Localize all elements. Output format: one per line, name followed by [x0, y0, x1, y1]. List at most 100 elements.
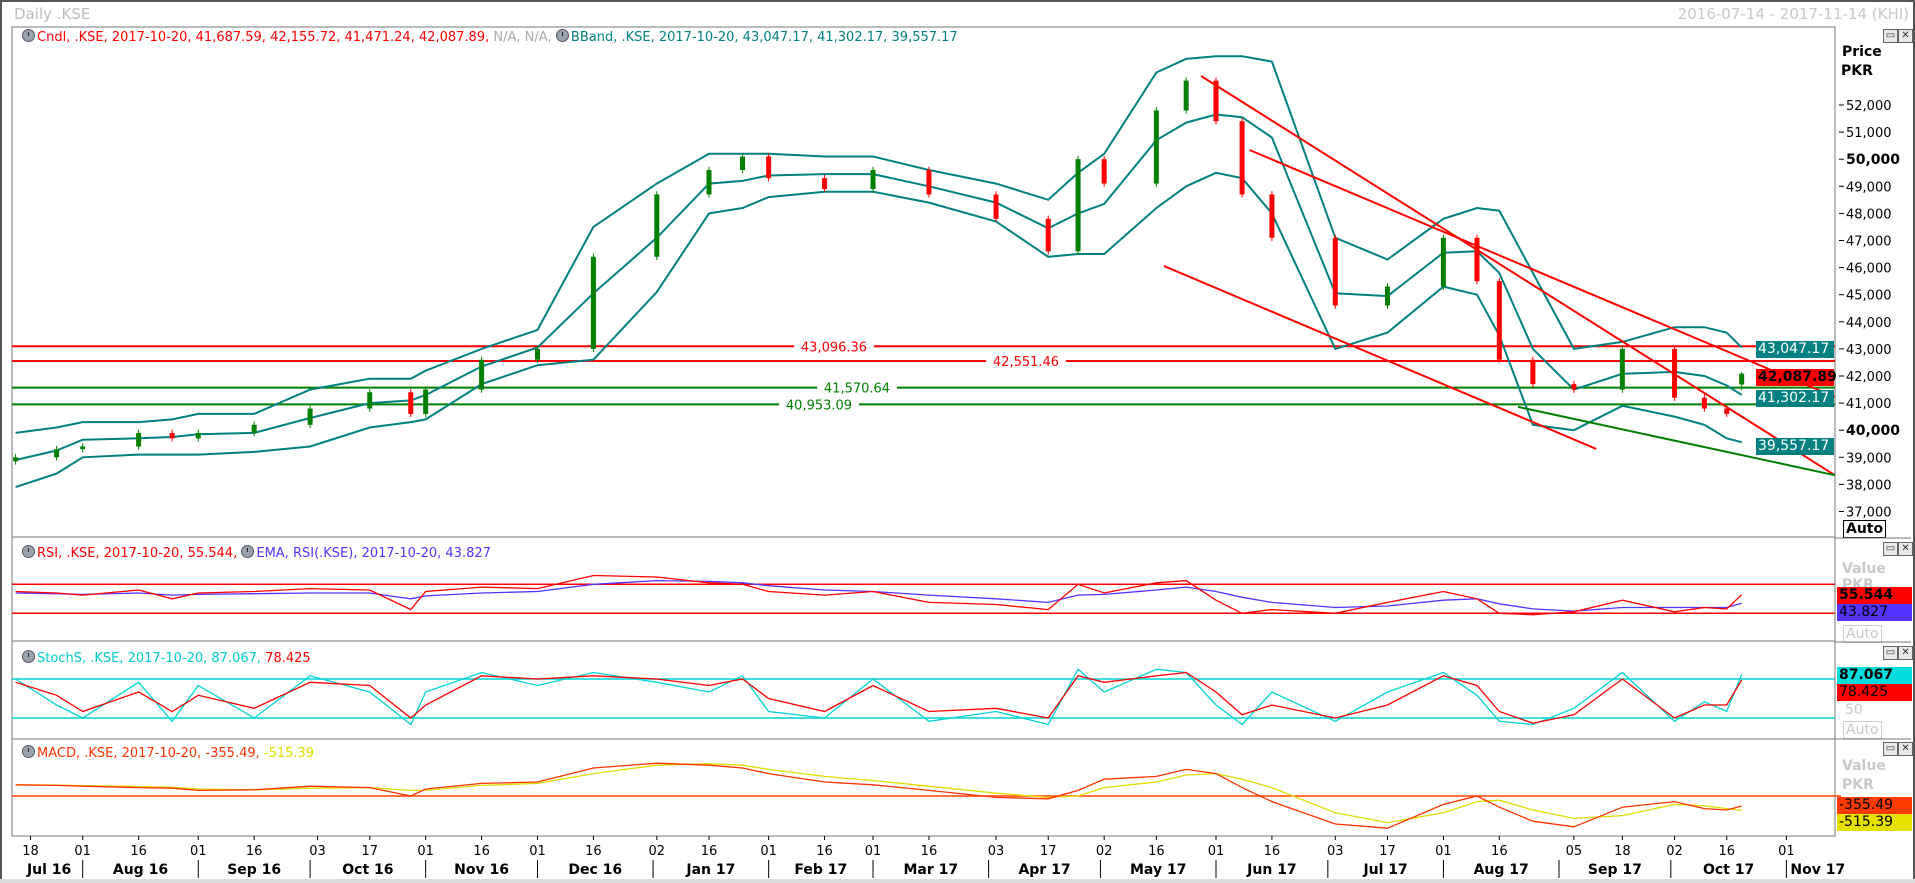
price-tick-label: 45,000 — [1846, 289, 1892, 304]
price-tick-label: 41,000 — [1846, 397, 1892, 412]
candle-body — [993, 194, 999, 219]
month-label: Sep 16 — [227, 862, 281, 878]
close-pane-button[interactable]: ✕ — [1898, 742, 1913, 756]
date-tick-label: 17 — [1040, 844, 1057, 859]
stoch-k-line — [15, 668, 1743, 726]
candle-body — [1701, 397, 1707, 409]
price-tick-label: 40,000 — [1846, 423, 1900, 439]
date-tick-label: 03 — [988, 844, 1005, 859]
level-label-bg — [779, 398, 859, 411]
price-axis-title: Price — [1842, 44, 1882, 60]
rsi-axis-title: Value — [1842, 561, 1886, 577]
stoch-d-value-label: 78.425 — [1837, 684, 1912, 701]
month-label: Jul 17 — [1362, 862, 1407, 878]
maximize-pane-button[interactable]: ▭ — [1883, 742, 1898, 756]
price-tick-label: 44,000 — [1846, 316, 1892, 331]
price-tick-label: 37,000 — [1846, 506, 1892, 521]
candle-body — [1101, 159, 1107, 184]
bband-middle-line — [15, 113, 1743, 461]
macd-signal-value-label: -515.39 — [1837, 814, 1912, 831]
clock-icon[interactable] — [22, 745, 35, 758]
date-tick-label: 01 — [760, 844, 777, 859]
candle-body — [1530, 359, 1536, 385]
candle-body — [870, 170, 876, 190]
maximize-pane-button[interactable]: ▭ — [1883, 646, 1898, 660]
month-label: Aug 16 — [113, 862, 168, 878]
clock-icon[interactable] — [22, 650, 35, 663]
candle-body — [1075, 159, 1081, 252]
close-pane-button[interactable]: ✕ — [1898, 29, 1913, 43]
month-label: Jul 16 — [26, 862, 71, 878]
date-tick-label: 17 — [361, 844, 378, 859]
month-label: Apr 17 — [1018, 862, 1070, 878]
date-tick-label: 16 — [473, 844, 490, 859]
date-tick-label: 01 — [190, 844, 207, 859]
date-tick-label: 03 — [309, 844, 326, 859]
maximize-pane-button[interactable]: ▭ — [1883, 29, 1898, 43]
date-tick-label: 18 — [22, 844, 39, 859]
rsi-legend-text: RSI, .KSE, 2017-10-20, 55.544, — [37, 546, 238, 561]
month-label: Jun 17 — [1246, 862, 1297, 878]
date-tick-label: 02 — [649, 844, 666, 859]
date-tick-label: 01 — [1778, 844, 1795, 859]
date-tick-label: 16 — [1718, 844, 1735, 859]
maximize-pane-button[interactable]: ▭ — [1883, 542, 1898, 556]
rsi-legend: RSI, .KSE, 2017-10-20, 55.544, EMA, RSI(… — [22, 545, 491, 561]
clock-icon[interactable] — [555, 29, 569, 42]
bb-lower-value-label: 39,557.17 — [1756, 438, 1834, 455]
ema-line — [15, 579, 1742, 612]
price-tick-label: 52,000 — [1846, 99, 1892, 114]
date-tick-label: 18 — [1614, 844, 1631, 859]
level-label: 40,953.09 — [786, 398, 852, 413]
candle-body — [136, 432, 142, 447]
level-label-bg — [986, 355, 1066, 368]
trendline-resistance — [1163, 265, 1597, 450]
price-legend: Cndl, .KSE, 2017-10-20, 41,687.59, 42,15… — [22, 29, 958, 45]
candle-body — [408, 392, 414, 414]
candle-body — [822, 178, 828, 190]
stoch-mid-label: 50 — [1845, 702, 1863, 718]
price-tick-label: 48,000 — [1846, 207, 1892, 222]
macd-axis-title: Value — [1842, 758, 1886, 774]
month-label: Nov 16 — [454, 862, 509, 878]
clock-icon[interactable] — [22, 545, 35, 558]
trendline-support — [1517, 405, 1836, 477]
clock-icon[interactable] — [241, 545, 255, 558]
price-tick-label: 51,000 — [1846, 126, 1892, 141]
close-pane-button[interactable]: ✕ — [1898, 646, 1913, 660]
month-label: Nov 17 — [1790, 862, 1845, 878]
candle-body — [1384, 286, 1390, 306]
candle-body — [1474, 237, 1480, 282]
date-tick-label: 01 — [1435, 844, 1452, 859]
candle-body — [1045, 218, 1051, 252]
level-label-bg — [794, 340, 874, 353]
month-label: Jan 17 — [685, 862, 735, 878]
date-tick-label: 16 — [1264, 844, 1281, 859]
bband-legend: BBand, .KSE, 2017-10-20, 43,047.17, 41,3… — [570, 30, 958, 45]
date-tick-label: 05 — [1566, 844, 1583, 859]
date-tick-label: 16 — [1148, 844, 1165, 859]
candle-body — [307, 408, 313, 425]
date-tick-label: 02 — [1666, 844, 1683, 859]
candle-body — [1239, 121, 1245, 195]
clock-icon[interactable] — [22, 29, 35, 42]
candle-body — [80, 446, 86, 450]
date-tick-label: 16 — [1491, 844, 1508, 859]
candle-body — [423, 389, 429, 414]
macd-legend: MACD, .KSE, 2017-10-20, -355.49, -515.39 — [22, 745, 314, 761]
level-label: 42,551.46 — [993, 355, 1059, 370]
candle-body — [1619, 348, 1625, 390]
candle-body — [169, 432, 175, 439]
macd-signal-line — [15, 763, 1742, 824]
date-tick-label: 16 — [130, 844, 147, 859]
candle-body — [1739, 373, 1745, 385]
bband-lower-line — [15, 171, 1742, 489]
close-pane-button[interactable]: ✕ — [1898, 542, 1913, 556]
month-label: Oct 16 — [342, 862, 393, 878]
candle-body — [706, 170, 712, 195]
rsi-line — [15, 574, 1743, 616]
candle-na: N/A, N/A, — [493, 30, 552, 45]
date-tick-label: 03 — [1327, 844, 1344, 859]
